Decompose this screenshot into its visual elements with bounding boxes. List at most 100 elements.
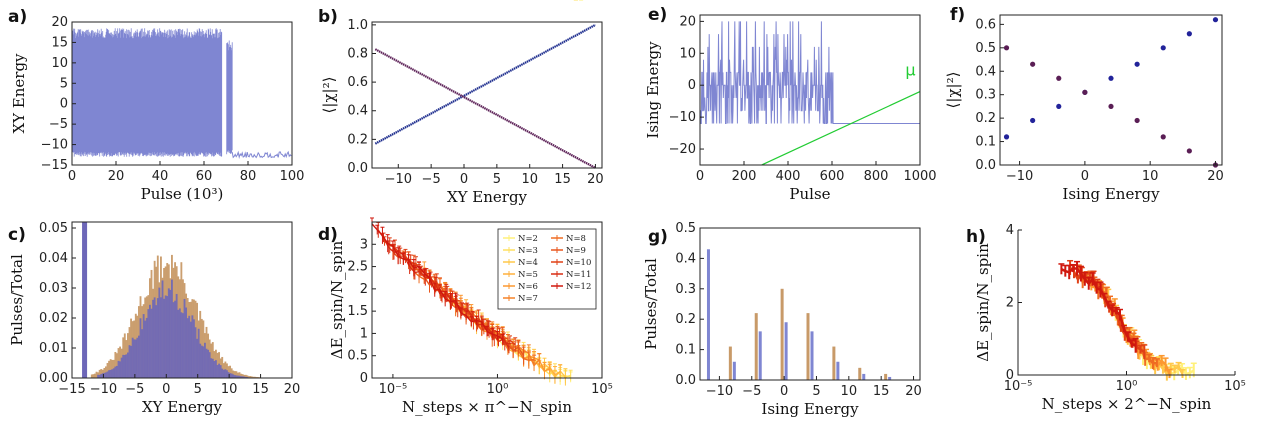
x-tick-label: 10⁵ bbox=[591, 382, 613, 397]
hist-bar-model bbox=[199, 343, 202, 378]
point-purple bbox=[1134, 117, 1140, 124]
x-tick-label: 20 bbox=[1207, 169, 1224, 184]
hist-bar-model bbox=[233, 375, 236, 378]
bar-model bbox=[862, 373, 866, 380]
hist-bar-model bbox=[240, 376, 243, 378]
panel-label: e) bbox=[648, 5, 667, 25]
hist-bar-model bbox=[153, 297, 156, 378]
hist-bar-model bbox=[227, 372, 230, 378]
y-tick-label: 0 bbox=[60, 97, 68, 112]
hist-bar-model bbox=[142, 314, 145, 378]
panel-label: a) bbox=[8, 7, 27, 27]
y-tick-label: 2 bbox=[360, 282, 368, 297]
bar-model bbox=[784, 322, 788, 380]
point-blue bbox=[1003, 134, 1010, 140]
x-tick-label: 20 bbox=[108, 169, 125, 184]
y-tick-label: 2 bbox=[1006, 296, 1014, 311]
bar-model bbox=[836, 361, 840, 380]
hist-bar-experiment bbox=[98, 369, 101, 378]
legend-entry: N=12 bbox=[566, 282, 591, 292]
legend-entry: N=11 bbox=[566, 270, 591, 280]
y-tick-label: 0.6 bbox=[975, 17, 996, 32]
hist-bar-model bbox=[119, 361, 122, 378]
point-blue bbox=[1056, 103, 1062, 110]
hist-bar-model bbox=[226, 370, 228, 378]
hist-bar-experiment bbox=[221, 356, 224, 378]
y-tick-label: 1.0 bbox=[347, 18, 368, 33]
hist-bar-model bbox=[117, 360, 120, 378]
y-tick-label: 0.04 bbox=[39, 251, 68, 266]
hist-bar-model bbox=[136, 337, 139, 378]
x-tick-label: −5 bbox=[742, 384, 761, 399]
hist-bar-model bbox=[216, 364, 219, 378]
x-axis-label: Ising Energy bbox=[761, 400, 859, 418]
panel-label: h) bbox=[966, 227, 986, 247]
hist-bar-model bbox=[182, 313, 184, 378]
hist-bar-model bbox=[167, 288, 170, 378]
legend: N=2 N=3 N=4 N=5 N=6 N=7 N=8 N=9 N=10 N=11 N=12 bbox=[497, 228, 597, 310]
hist-bar-model bbox=[133, 339, 136, 378]
hist-bar-model bbox=[127, 352, 129, 378]
hist-bar-model bbox=[204, 342, 206, 378]
x-tick-label: −5 bbox=[422, 172, 441, 187]
x-tick-label: 10 bbox=[841, 384, 858, 399]
hist-bar-model bbox=[193, 319, 195, 378]
panel-g: −10 −5 0 5 10 15 20 0.0 0.1 0.2 0.3 0.4 0.5 Ising Ene… bbox=[642, 221, 922, 418]
hist-bar-model bbox=[232, 374, 235, 378]
hist-bar-model bbox=[144, 320, 147, 378]
y-tick-label: 0.0 bbox=[675, 373, 696, 388]
hist-bar-model bbox=[177, 309, 180, 378]
hist-bar-model bbox=[218, 363, 221, 378]
hist-bar-model bbox=[150, 308, 153, 378]
hist-bar-model bbox=[202, 346, 205, 378]
panel-e: μ 0 200 400 600 800 1000 −20 −10 0 10 20 Pulse Ising … bbox=[644, 5, 937, 203]
hist-bar-experiment bbox=[251, 376, 254, 378]
y-tick-label: 20 bbox=[51, 15, 68, 30]
series-rising bbox=[374, 23, 596, 145]
panel-b: −10 −5 0 5 10 15 20 0.0 0.2 0.4 0.6 0.8 1.0 XY Energy… bbox=[318, 7, 604, 206]
hist-bar-model bbox=[219, 365, 222, 378]
hist-bar-model bbox=[172, 302, 175, 378]
hist-bar-model bbox=[244, 376, 247, 378]
hist-bar-experiment bbox=[230, 368, 233, 378]
x-tick-label: −10 bbox=[1006, 169, 1033, 184]
hist-bar-experiment bbox=[106, 363, 109, 378]
hist-bar-model bbox=[196, 338, 199, 378]
legend-entry: N=7 bbox=[518, 294, 538, 304]
bar-experiment bbox=[780, 288, 784, 380]
panel-label: d) bbox=[318, 225, 338, 245]
hist-bar-model bbox=[175, 293, 178, 378]
y-tick-label: 0 bbox=[688, 78, 696, 93]
hist-bar-model bbox=[230, 373, 233, 378]
hist-bar-experiment bbox=[229, 365, 232, 378]
hist-bar-model bbox=[120, 357, 123, 378]
hist-bar-model bbox=[210, 358, 213, 378]
hist-bar-experiment bbox=[254, 376, 257, 378]
hist-bar-model bbox=[180, 312, 183, 378]
y-tick-label: −15 bbox=[41, 158, 68, 173]
x-tick-label: 0 bbox=[1081, 169, 1089, 184]
point-blue bbox=[1186, 31, 1192, 37]
series-N=12 bbox=[371, 223, 504, 341]
y-tick-label: 0.4 bbox=[975, 64, 996, 79]
hist-bar-model bbox=[105, 372, 107, 378]
hist-bar-model bbox=[215, 360, 217, 378]
x-tick-label: 15 bbox=[554, 172, 571, 187]
hist-bar-experiment bbox=[238, 372, 241, 378]
y-tick-label: 0.1 bbox=[675, 343, 696, 358]
panel-label: g) bbox=[648, 227, 668, 247]
hist-bar-model bbox=[139, 318, 142, 378]
hist-bar-model bbox=[243, 376, 246, 378]
x-tick-label: 0 bbox=[162, 382, 170, 397]
hist-bar-experiment bbox=[248, 376, 250, 378]
series-N=12 bbox=[1060, 267, 1137, 347]
x-tick-label: 0 bbox=[68, 169, 76, 184]
bar-experiment bbox=[858, 367, 862, 380]
legend-entry: N=6 bbox=[518, 282, 538, 292]
hist-bar-model bbox=[164, 295, 167, 378]
y-axis-label: XY Energy bbox=[10, 53, 28, 134]
hist-bar-model bbox=[166, 296, 169, 378]
y-tick-label: 0.4 bbox=[347, 104, 368, 119]
legend-entry: N=8 bbox=[566, 234, 586, 244]
hist-bar-model bbox=[101, 373, 104, 378]
